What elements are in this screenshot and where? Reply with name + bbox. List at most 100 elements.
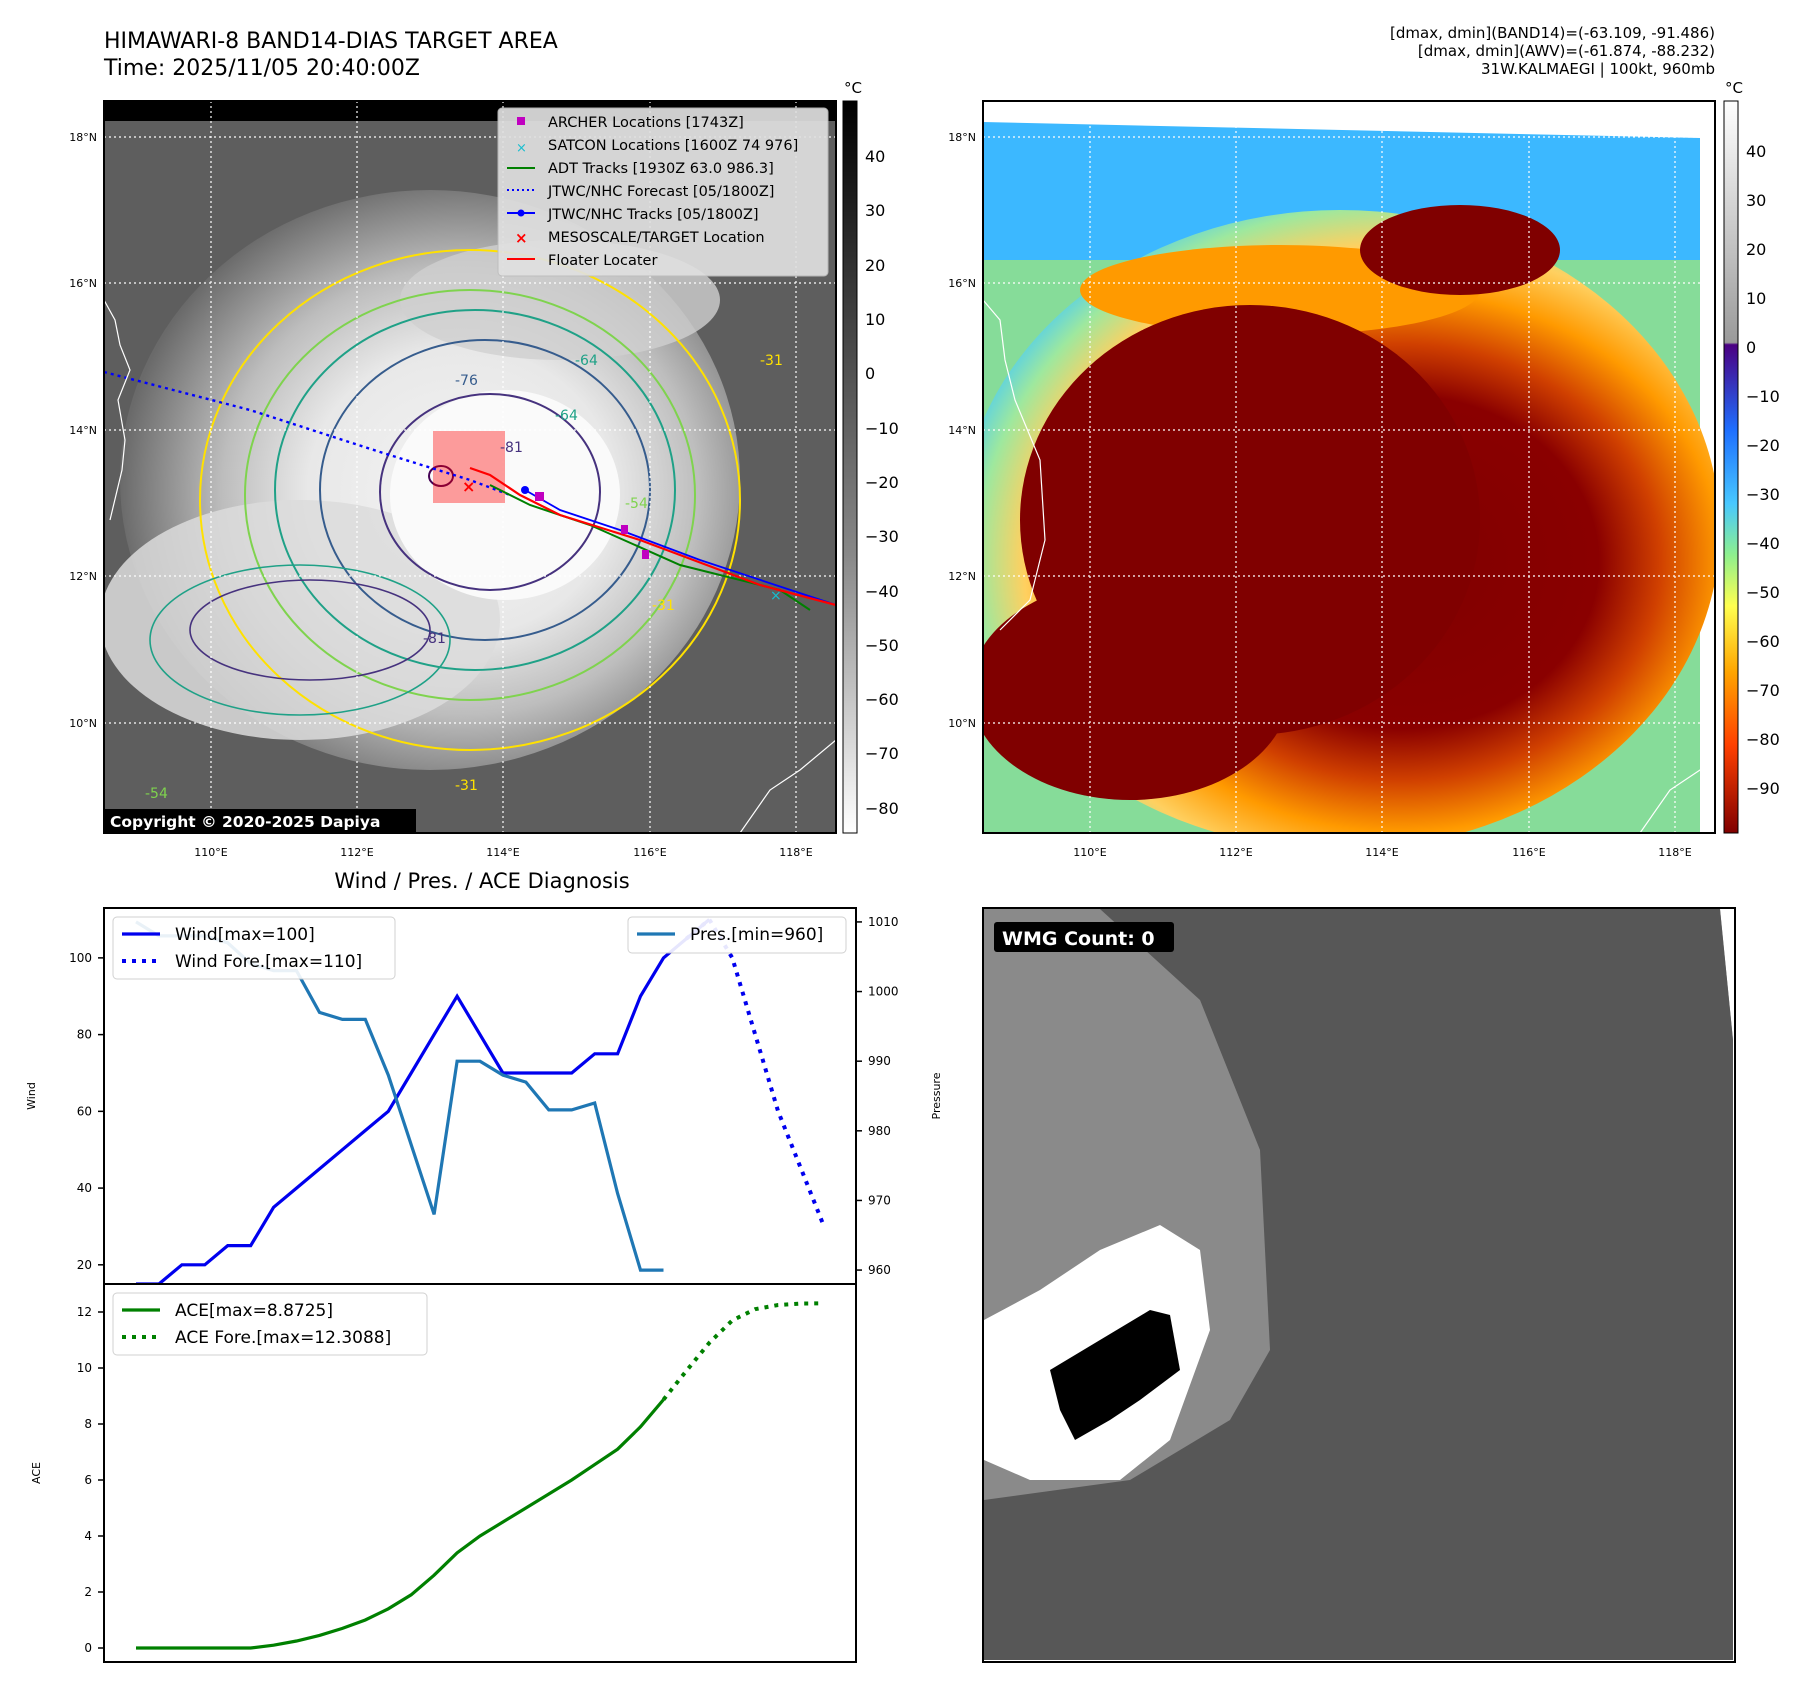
wind-tick-label: 100 — [69, 951, 92, 965]
colorbar-tick: 20 — [865, 256, 885, 275]
legend-entry: JTWC/NHC Tracks [05/1800Z] — [547, 207, 759, 223]
archer-location — [535, 492, 544, 501]
colorbar-tick: −30 — [1746, 485, 1780, 504]
legend-entry: ACE Fore.[max=12.3088] — [175, 1328, 391, 1348]
lon-label: 110°E — [194, 846, 227, 859]
figure-title: HIMAWARI-8 BAND14-DIAS TARGET AREA Time:… — [104, 28, 558, 82]
contour-labels: -81 -76 -64 -54 -31 -81 -54 -31 -31 -64 — [145, 353, 783, 802]
contour-label: -31 — [652, 598, 675, 614]
adt-track-line — [489, 484, 811, 611]
ace-chart: 0 2 4 6 8 10 12 ACE ACE[max=8.8725] ACE Fore.[… — [30, 1283, 857, 1663]
colorbar-tick: −80 — [1746, 730, 1780, 749]
contour-label: -31 — [455, 778, 478, 794]
ace-tick-label: 2 — [84, 1585, 92, 1599]
wind-tick-label: 80 — [77, 1028, 92, 1042]
ace-tick-label: 8 — [84, 1417, 92, 1431]
stats-line-3: 31W.KALMAEGI | 100kt, 960mb — [1481, 60, 1715, 78]
contour-76 — [319, 339, 651, 641]
stats-line-1: [dmax, dmin](BAND14)=(-63.109, -91.486) — [1390, 24, 1715, 42]
pressure-y-ticks: 960 970 980 990 1000 1010 — [856, 915, 899, 1277]
lon-label: 110°E — [1073, 846, 1106, 859]
legend-target-marker: × — [515, 229, 528, 247]
lon-label: 114°E — [486, 846, 519, 859]
grayscale-colorbar — [842, 100, 858, 834]
colorbar-tick: −90 — [1746, 779, 1780, 798]
lat-label: 14°N — [948, 424, 976, 437]
colorbar-tick: 20 — [1746, 240, 1766, 259]
lon-label: 112°E — [1219, 846, 1252, 859]
colorbar-tick: −50 — [1746, 583, 1780, 602]
contour-31 — [199, 249, 741, 751]
colorbar-tick: −70 — [865, 744, 899, 763]
legend-entry: Floater Locater — [548, 253, 657, 269]
colorbar-tick: −20 — [865, 473, 899, 492]
legend-entry: Pres.[min=960] — [690, 925, 823, 945]
legend-entry: ACE[max=8.8725] — [175, 1301, 333, 1321]
lat-label: 12°N — [69, 570, 97, 583]
ace-legend: ACE[max=8.8725] ACE Fore.[max=12.3088] — [112, 1292, 428, 1356]
satcon-location: × — [770, 588, 782, 604]
contour-label: -81 — [423, 631, 446, 647]
contour-label: -54 — [625, 496, 648, 512]
map-gridlines-right — [983, 101, 1715, 833]
ace-tick-label: 4 — [84, 1529, 92, 1543]
wind-series-line — [136, 918, 711, 1286]
copyright-text: Copyright © 2020-2025 Dapiya — [110, 813, 380, 831]
title-line-1: HIMAWARI-8 BAND14-DIAS TARGET AREA — [104, 29, 558, 54]
contour-label: -81 — [500, 440, 523, 456]
lat-label: 16°N — [948, 277, 976, 290]
lat-label: 18°N — [948, 131, 976, 144]
jtwc-forecast-line — [104, 370, 511, 497]
pressure-tick-label: 960 — [868, 1263, 891, 1277]
wmg-black-region — [1050, 1310, 1180, 1440]
colorbar-tick: 0 — [1746, 338, 1756, 357]
lon-label: 116°E — [1512, 846, 1545, 859]
colorbar-tick: 30 — [865, 201, 885, 220]
colorbar-tick: −10 — [865, 419, 899, 438]
band14-map: × × -81 -76 -64 -54 -31 -81 -54 -31 -31 … — [69, 79, 899, 859]
awv-colorbar — [1723, 100, 1739, 834]
lon-label: 116°E — [633, 846, 666, 859]
title-line-2: Time: 2025/11/05 20:40:00Z — [104, 56, 420, 81]
colorbar-tick: 0 — [865, 364, 875, 383]
ace-tick-label: 12 — [77, 1305, 92, 1319]
colorbar-tick: −40 — [1746, 534, 1780, 553]
contour-64 — [274, 309, 676, 671]
colorbar-tick: 10 — [865, 310, 885, 329]
contour-label: -54 — [145, 786, 168, 802]
ace-axis-label: ACE — [30, 1462, 43, 1484]
colorbar-tick: −30 — [865, 527, 899, 546]
legend-entry: ARCHER Locations [1743Z] — [548, 115, 744, 131]
mesoscale-target-marker: × — [462, 477, 475, 496]
map-legend: × × ARCHER Locations [1743Z] SATCON Loca… — [497, 107, 829, 277]
colorbar-tick: 40 — [865, 147, 885, 166]
wind-y-ticks: 20 40 60 80 100 — [69, 951, 104, 1272]
lon-labels: 110°E 112°E 114°E 116°E 118°E — [194, 846, 812, 859]
pressure-tick-label: 980 — [868, 1124, 891, 1138]
wmg-count-badge — [994, 922, 1174, 952]
floater-locater-line — [469, 466, 836, 607]
colorbar-tick: −70 — [1746, 681, 1780, 700]
lon-label: 118°E — [1658, 846, 1691, 859]
wmg-panel: WMG Count: 0 — [982, 907, 1736, 1663]
lat-label: 12°N — [948, 570, 976, 583]
lon-label: 114°E — [1365, 846, 1398, 859]
lat-label: 10°N — [948, 717, 976, 730]
pressure-legend: Pres.[min=960] — [627, 916, 847, 954]
wmg-count-label: WMG Count: 0 — [1002, 928, 1155, 950]
jtwc-track-point — [521, 486, 529, 494]
coastline — [104, 299, 131, 521]
wind-axis-label: Wind — [25, 1082, 38, 1110]
contour-label: -76 — [455, 373, 478, 389]
wind-pressure-chart: 20 40 60 80 100 960 970 980 990 1000 1010 Wind Pr… — [25, 907, 943, 1286]
pressure-tick-label: 990 — [868, 1054, 891, 1068]
legend-entry: SATCON Locations [1600Z 74 976] — [548, 138, 798, 154]
lon-label: 118°E — [779, 846, 812, 859]
pressure-tick-label: 1010 — [868, 915, 899, 929]
colorbar-unit-right: °C — [1725, 79, 1743, 97]
awv-map: 18°N 16°N 14°N 12°N 10°N 110°E 112°E 114… — [948, 79, 1780, 859]
target-area-box — [433, 431, 505, 503]
archer-location — [642, 550, 649, 559]
colorbar-tick: −20 — [1746, 436, 1780, 455]
